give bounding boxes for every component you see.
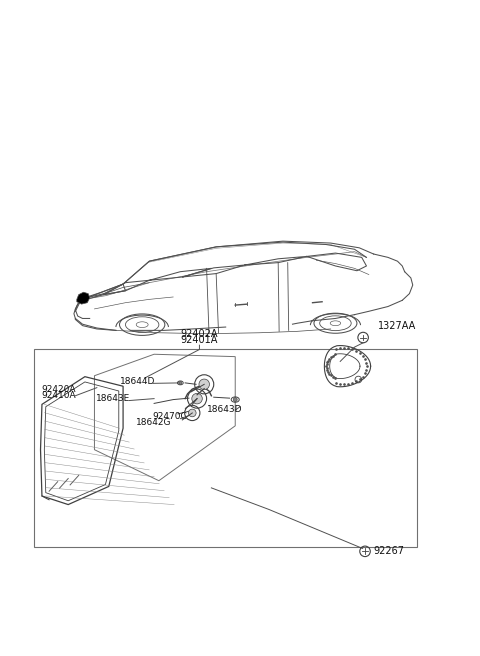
Text: 92267: 92267 bbox=[373, 546, 405, 556]
Text: 92410A: 92410A bbox=[41, 391, 76, 400]
Circle shape bbox=[179, 381, 182, 384]
Bar bbox=[34, 349, 417, 546]
Text: 92401A: 92401A bbox=[181, 335, 218, 345]
Circle shape bbox=[192, 394, 202, 404]
Text: 18642G: 18642G bbox=[136, 419, 172, 427]
Text: 18644D: 18644D bbox=[120, 377, 155, 386]
Text: 1327AA: 1327AA bbox=[378, 321, 417, 331]
Text: 92470C: 92470C bbox=[152, 412, 187, 421]
Circle shape bbox=[199, 379, 209, 390]
Text: 18643E: 18643E bbox=[96, 394, 130, 403]
Circle shape bbox=[189, 409, 196, 417]
Polygon shape bbox=[77, 292, 90, 304]
Text: 92420A: 92420A bbox=[41, 385, 75, 394]
Text: 92402A: 92402A bbox=[180, 329, 218, 339]
Text: 18643D: 18643D bbox=[206, 405, 242, 414]
Circle shape bbox=[233, 398, 237, 401]
